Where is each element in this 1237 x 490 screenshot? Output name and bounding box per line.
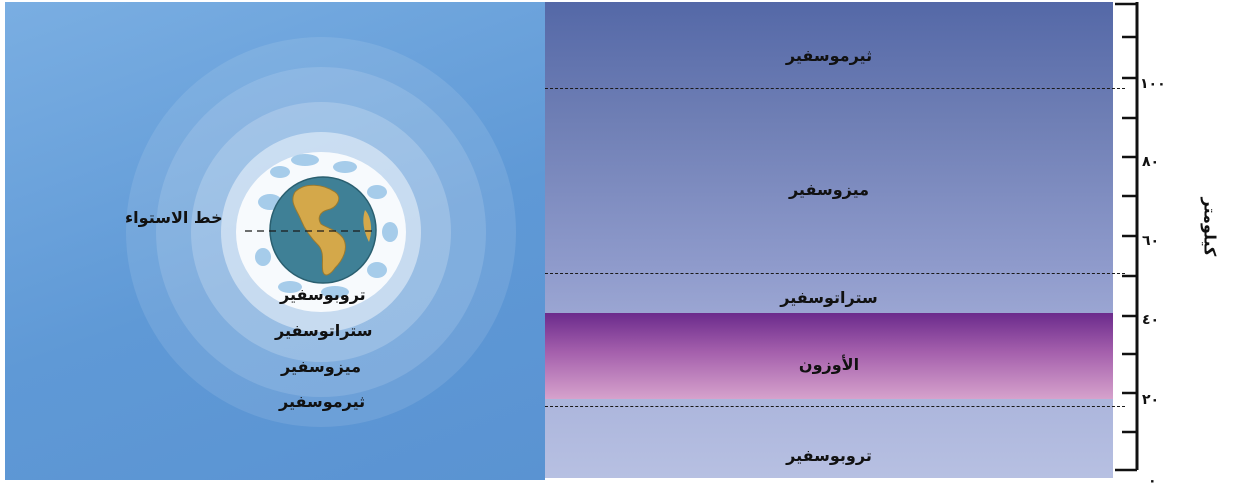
boundary-tropopause: [545, 406, 1125, 407]
atmosphere-rings-graphic: [126, 37, 516, 427]
tick-label-40: ٤٠: [1142, 312, 1160, 328]
label-thermosphere: ثيرموسفير: [785, 46, 873, 65]
tick-label-20: ٢٠: [1142, 392, 1160, 408]
axis-title: كيلومتر: [1200, 197, 1220, 257]
tick-label-80: ٨٠: [1142, 154, 1160, 170]
equator-label: خط الاستواء: [125, 208, 223, 227]
axis-ruler: [1115, 2, 1139, 472]
globe-panel: خط الاستواء تروبوسفير ستراتوسفير ميزوسفي…: [5, 2, 545, 480]
legend-mesosphere: ميزوسفير: [281, 357, 362, 376]
legend-troposphere: تروبوسفير: [280, 285, 366, 304]
americas-landmass: [292, 184, 346, 276]
altitude-axis: ٠ ٢٠ ٤٠ ٦٠ ٨٠ ١٠٠ كيلومتر: [1110, 0, 1237, 489]
label-troposphere: تروبوسفير: [786, 446, 872, 465]
boundary-stratopause: [545, 273, 1125, 274]
legend-thermosphere: ثيرموسفير: [279, 392, 366, 411]
label-ozone: الأوزون: [798, 355, 860, 374]
ozone-band: [545, 313, 1113, 399]
tick-label-60: ٦٠: [1142, 233, 1160, 249]
tick-label-100: ١٠٠: [1140, 76, 1166, 92]
label-mesosphere: ميزوسفير: [788, 180, 870, 199]
tick-label-0: ٠: [1148, 473, 1157, 489]
axis-ticks: [1115, 2, 1137, 472]
legend-stratosphere: ستراتوسفير: [275, 321, 373, 340]
cloud-band: [255, 154, 398, 298]
africa-edge: [363, 210, 372, 242]
boundary-mesopause: [545, 88, 1125, 89]
label-stratosphere: ستراتوسفير: [780, 288, 878, 307]
layers-panel: ثيرموسفير ميزوسفير ستراتوسفير الأوزون تر…: [545, 2, 1113, 478]
